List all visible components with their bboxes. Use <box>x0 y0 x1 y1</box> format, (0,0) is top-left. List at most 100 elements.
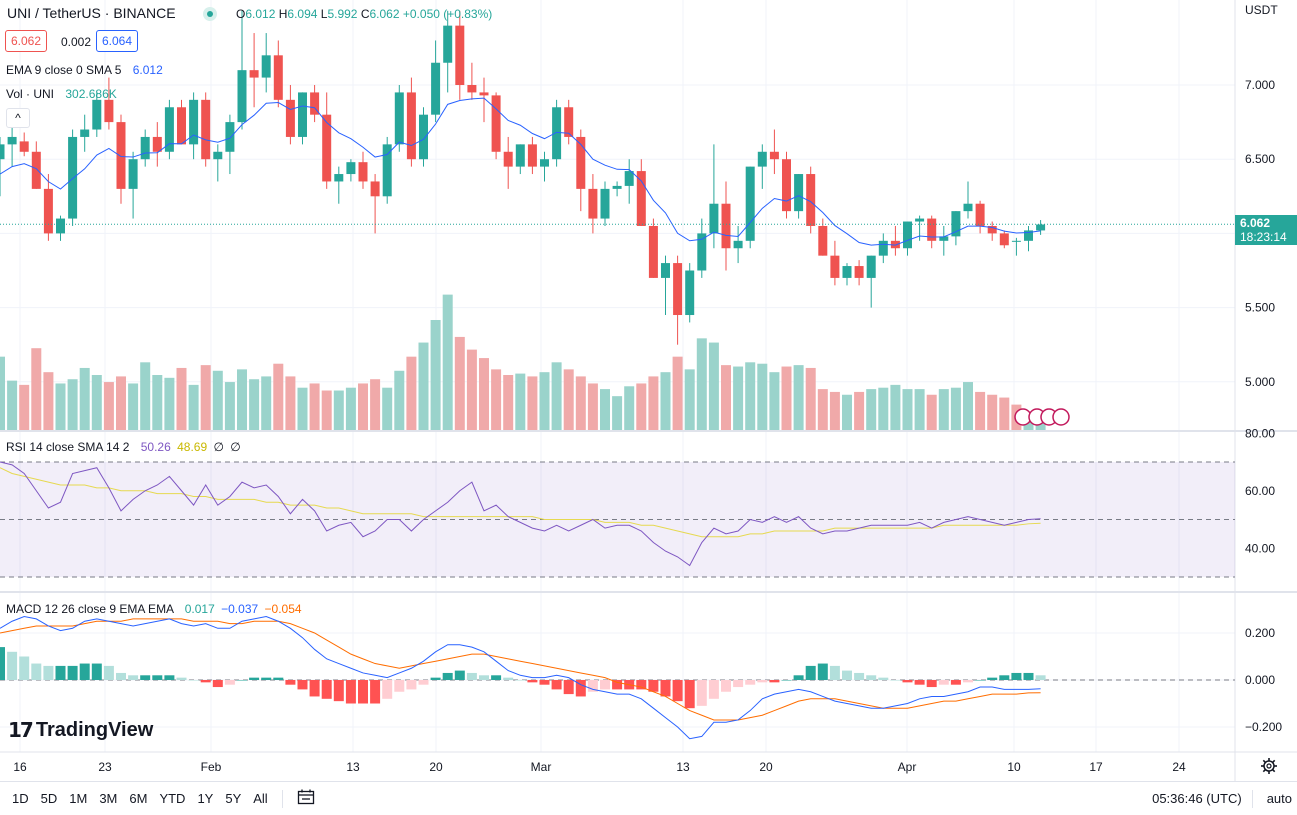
chevron-up-icon[interactable]: ^ <box>6 108 30 128</box>
volume-bar <box>890 384 901 430</box>
candle-body <box>56 218 65 234</box>
candle-body <box>225 122 235 152</box>
candle-body <box>298 92 307 137</box>
currency-label[interactable]: USDT <box>1245 3 1278 17</box>
candle-body <box>939 236 949 241</box>
timeframe-ytd[interactable]: YTD <box>159 791 186 806</box>
volume-bar <box>333 390 344 430</box>
macd-histogram-bar <box>164 675 175 680</box>
rsi-axis-tick: 60.00 <box>1245 484 1275 498</box>
macd-histogram-bar <box>878 677 889 680</box>
volume-legend[interactable]: Vol · UNI 302.686K <box>6 87 117 101</box>
candle-body <box>80 129 90 137</box>
volume-bar <box>793 365 804 430</box>
macd-histogram-bar <box>648 680 659 692</box>
candle-body <box>878 240 888 256</box>
macd-legend[interactable]: MACD 12 26 close 9 EMA EMA 0.017 −0.037 … <box>6 602 302 616</box>
timeframe-3m[interactable]: 3M <box>99 791 118 806</box>
macd-histogram-bar <box>200 680 211 683</box>
volume-bar <box>491 369 502 430</box>
bottom-toolbar: 1D 5D 1M 3M 6M YTD 1Y 5Y All 05:36:46 (U… <box>0 781 1297 815</box>
candle-body <box>769 151 779 160</box>
candle-body <box>310 92 320 115</box>
bar-countdown: 18:23:14 <box>1240 230 1287 244</box>
volume-bar <box>358 383 368 430</box>
candle-body <box>431 62 441 115</box>
ask-box[interactable]: 6.064 <box>96 30 139 52</box>
date-range-icon[interactable] <box>297 789 315 808</box>
symbol-title[interactable]: UNI / TetherUS · BINANCE <box>7 5 176 21</box>
tradingview-logo[interactable]: 17 TradingView <box>8 718 153 742</box>
candle-body <box>721 203 731 249</box>
candle-body <box>697 233 707 271</box>
macd-histogram-bar <box>43 665 54 680</box>
time-axis-tick: 16 <box>13 760 27 774</box>
rsi-empty-1: ∅ <box>213 440 224 454</box>
volume-bar <box>418 342 429 430</box>
candle-body <box>987 225 997 234</box>
event-flag-icon <box>1052 408 1070 426</box>
volume-bar <box>914 389 925 430</box>
rsi-sma-value: 48.69 <box>177 440 208 454</box>
rsi-empty-2: ∅ <box>230 440 241 454</box>
volume-bar <box>224 382 235 430</box>
high-label: H <box>278 7 288 21</box>
macd-histogram-bar <box>708 680 719 699</box>
price-axis-tick: 5.000 <box>1245 375 1275 389</box>
timeframe-5y[interactable]: 5Y <box>225 791 242 806</box>
volume-bar <box>769 372 780 430</box>
volume-bar <box>237 369 247 430</box>
candle-body <box>31 151 41 189</box>
rsi-legend[interactable]: RSI 14 close SMA 14 2 50.26 48.69 ∅ ∅ <box>6 440 241 454</box>
rsi-sma-line <box>0 467 1041 538</box>
macd-histogram-bar <box>406 680 417 690</box>
macd-histogram-bar <box>491 675 502 680</box>
gear-icon[interactable] <box>1260 757 1278 775</box>
open-label: O <box>236 7 246 21</box>
price-axis-tick: 7.000 <box>1245 78 1275 92</box>
volume-bar <box>938 389 949 430</box>
auto-scale-button[interactable]: auto <box>1266 791 1292 806</box>
volume-bar <box>902 389 913 430</box>
candle-body <box>564 107 574 137</box>
clock-time[interactable]: 05:36:46 (UTC) <box>1152 791 1242 806</box>
macd-histogram-bar <box>152 675 163 680</box>
candle-body <box>854 266 864 278</box>
volume-bar <box>829 391 840 430</box>
volume-bar <box>950 387 961 430</box>
macd-histogram-bar <box>394 680 405 692</box>
macd-histogram-bar <box>600 680 610 690</box>
macd-signal-line <box>0 618 1041 721</box>
candle-body <box>830 255 840 278</box>
macd-histogram-bar <box>539 680 550 685</box>
candle-body <box>249 70 259 78</box>
ema-line <box>0 97 1041 246</box>
signal-value: −0.054 <box>264 602 302 616</box>
candle-body <box>552 107 562 160</box>
chart-canvas[interactable]: 7.0006.5006.0005.5005.00080.0060.0040.00… <box>0 0 1297 781</box>
macd-histogram-bar <box>963 680 973 683</box>
candle-body <box>624 171 634 186</box>
timeframe-5d[interactable]: 5D <box>40 791 58 806</box>
macd-histogram-bar <box>829 665 840 680</box>
timeframe-1m[interactable]: 1M <box>69 791 88 806</box>
volume-bar <box>19 384 30 430</box>
bid-box[interactable]: 6.062 <box>5 30 48 52</box>
timeframe-1d[interactable]: 1D <box>12 791 29 806</box>
high-value: 6.094 <box>287 7 318 21</box>
volume-bar <box>999 397 1010 430</box>
volume-bar <box>466 349 477 430</box>
candle-body <box>189 99 199 145</box>
candle-body <box>806 174 816 226</box>
volume-bar <box>987 394 998 430</box>
macd-histogram-bar <box>587 680 598 692</box>
timeframe-all[interactable]: All <box>253 791 268 806</box>
volume-bar <box>612 396 623 430</box>
volume-bar <box>297 387 308 430</box>
timeframe-6m[interactable]: 6M <box>129 791 148 806</box>
timeframe-1y[interactable]: 1Y <box>197 791 214 806</box>
ema-legend[interactable]: EMA 9 close 0 SMA 5 6.012 <box>6 63 163 77</box>
volume-bar <box>91 375 102 430</box>
macd-histogram-bar <box>7 651 18 680</box>
volume-bar <box>757 363 768 430</box>
